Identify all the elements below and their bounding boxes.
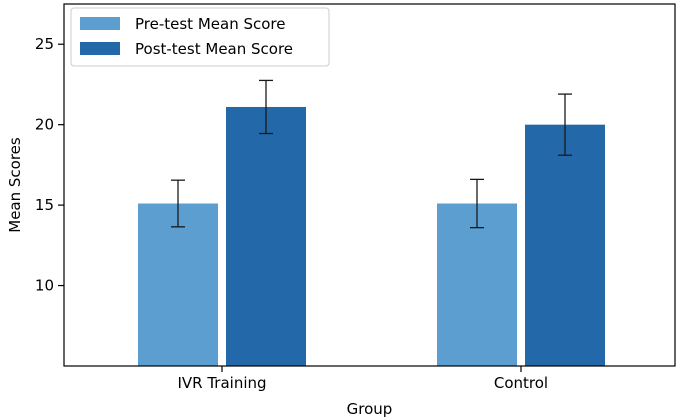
error-bar	[470, 178, 484, 229]
legend-label-pre-test: Pre-test Mean Score	[135, 15, 285, 33]
x-axis-ticks: IVR Training Control	[177, 366, 548, 392]
x-tick-label: IVR Training	[177, 374, 266, 392]
bar-pre-test-0	[138, 203, 218, 366]
error-bar	[171, 179, 185, 228]
bars-layer	[138, 106, 605, 367]
plot-area-frame	[63, 3, 676, 367]
y-tick-label: 25	[35, 35, 54, 53]
legend-box	[70, 7, 330, 67]
legend-swatch-pre-test	[80, 17, 120, 30]
bar-post-test-0	[226, 106, 306, 367]
error-bar	[259, 79, 273, 135]
bar-post-test-1	[525, 124, 605, 367]
legend-swatch-post-test	[80, 42, 120, 55]
y-tick-label: 10	[35, 277, 54, 295]
legend-label-post-test: Post-test Mean Score	[135, 40, 293, 58]
x-axis-label: Group	[347, 400, 393, 418]
y-axis-label: Mean Scores	[6, 137, 24, 233]
x-tick-label: Control	[494, 374, 548, 392]
y-tick-label: 15	[35, 196, 54, 214]
y-axis-ticks: 10 15 20 25	[35, 35, 64, 295]
bar-pre-test-1	[437, 203, 517, 366]
legend: Pre-test Mean Score Post-test Mean Score	[70, 7, 330, 67]
y-tick-label: 20	[35, 116, 54, 134]
error-bars-layer	[171, 79, 572, 229]
error-bar	[558, 93, 572, 156]
